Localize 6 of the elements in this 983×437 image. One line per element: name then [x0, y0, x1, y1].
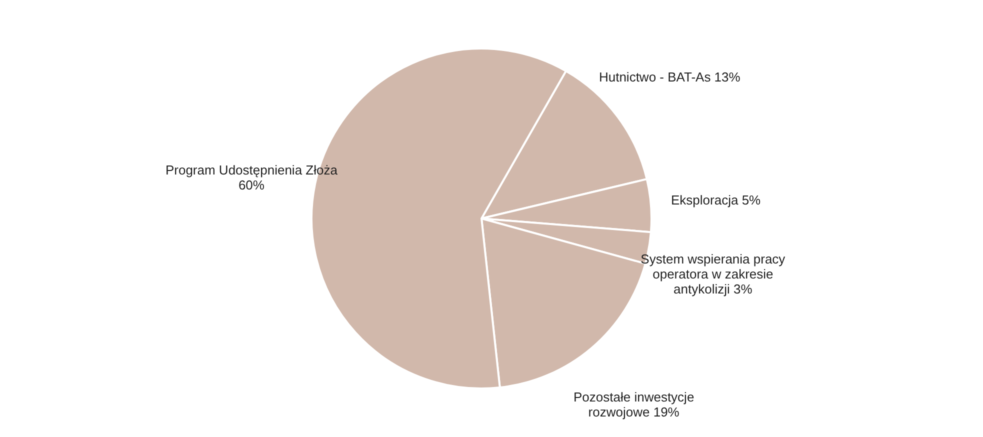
slice-label: Pozostałe inwestycje rozwojowe 19%: [573, 389, 694, 420]
slice-label: Eksploracja 5%: [671, 192, 762, 208]
slice-label: Program Udostępnienia Złoża: [165, 162, 338, 178]
slice-label: Hutnictwo - BAT-As 13%: [598, 70, 741, 85]
slice-label: System wspierania pracy operatora w zakresie antykolizji 3%: [640, 251, 786, 296]
data-label: 60%: [238, 177, 265, 192]
